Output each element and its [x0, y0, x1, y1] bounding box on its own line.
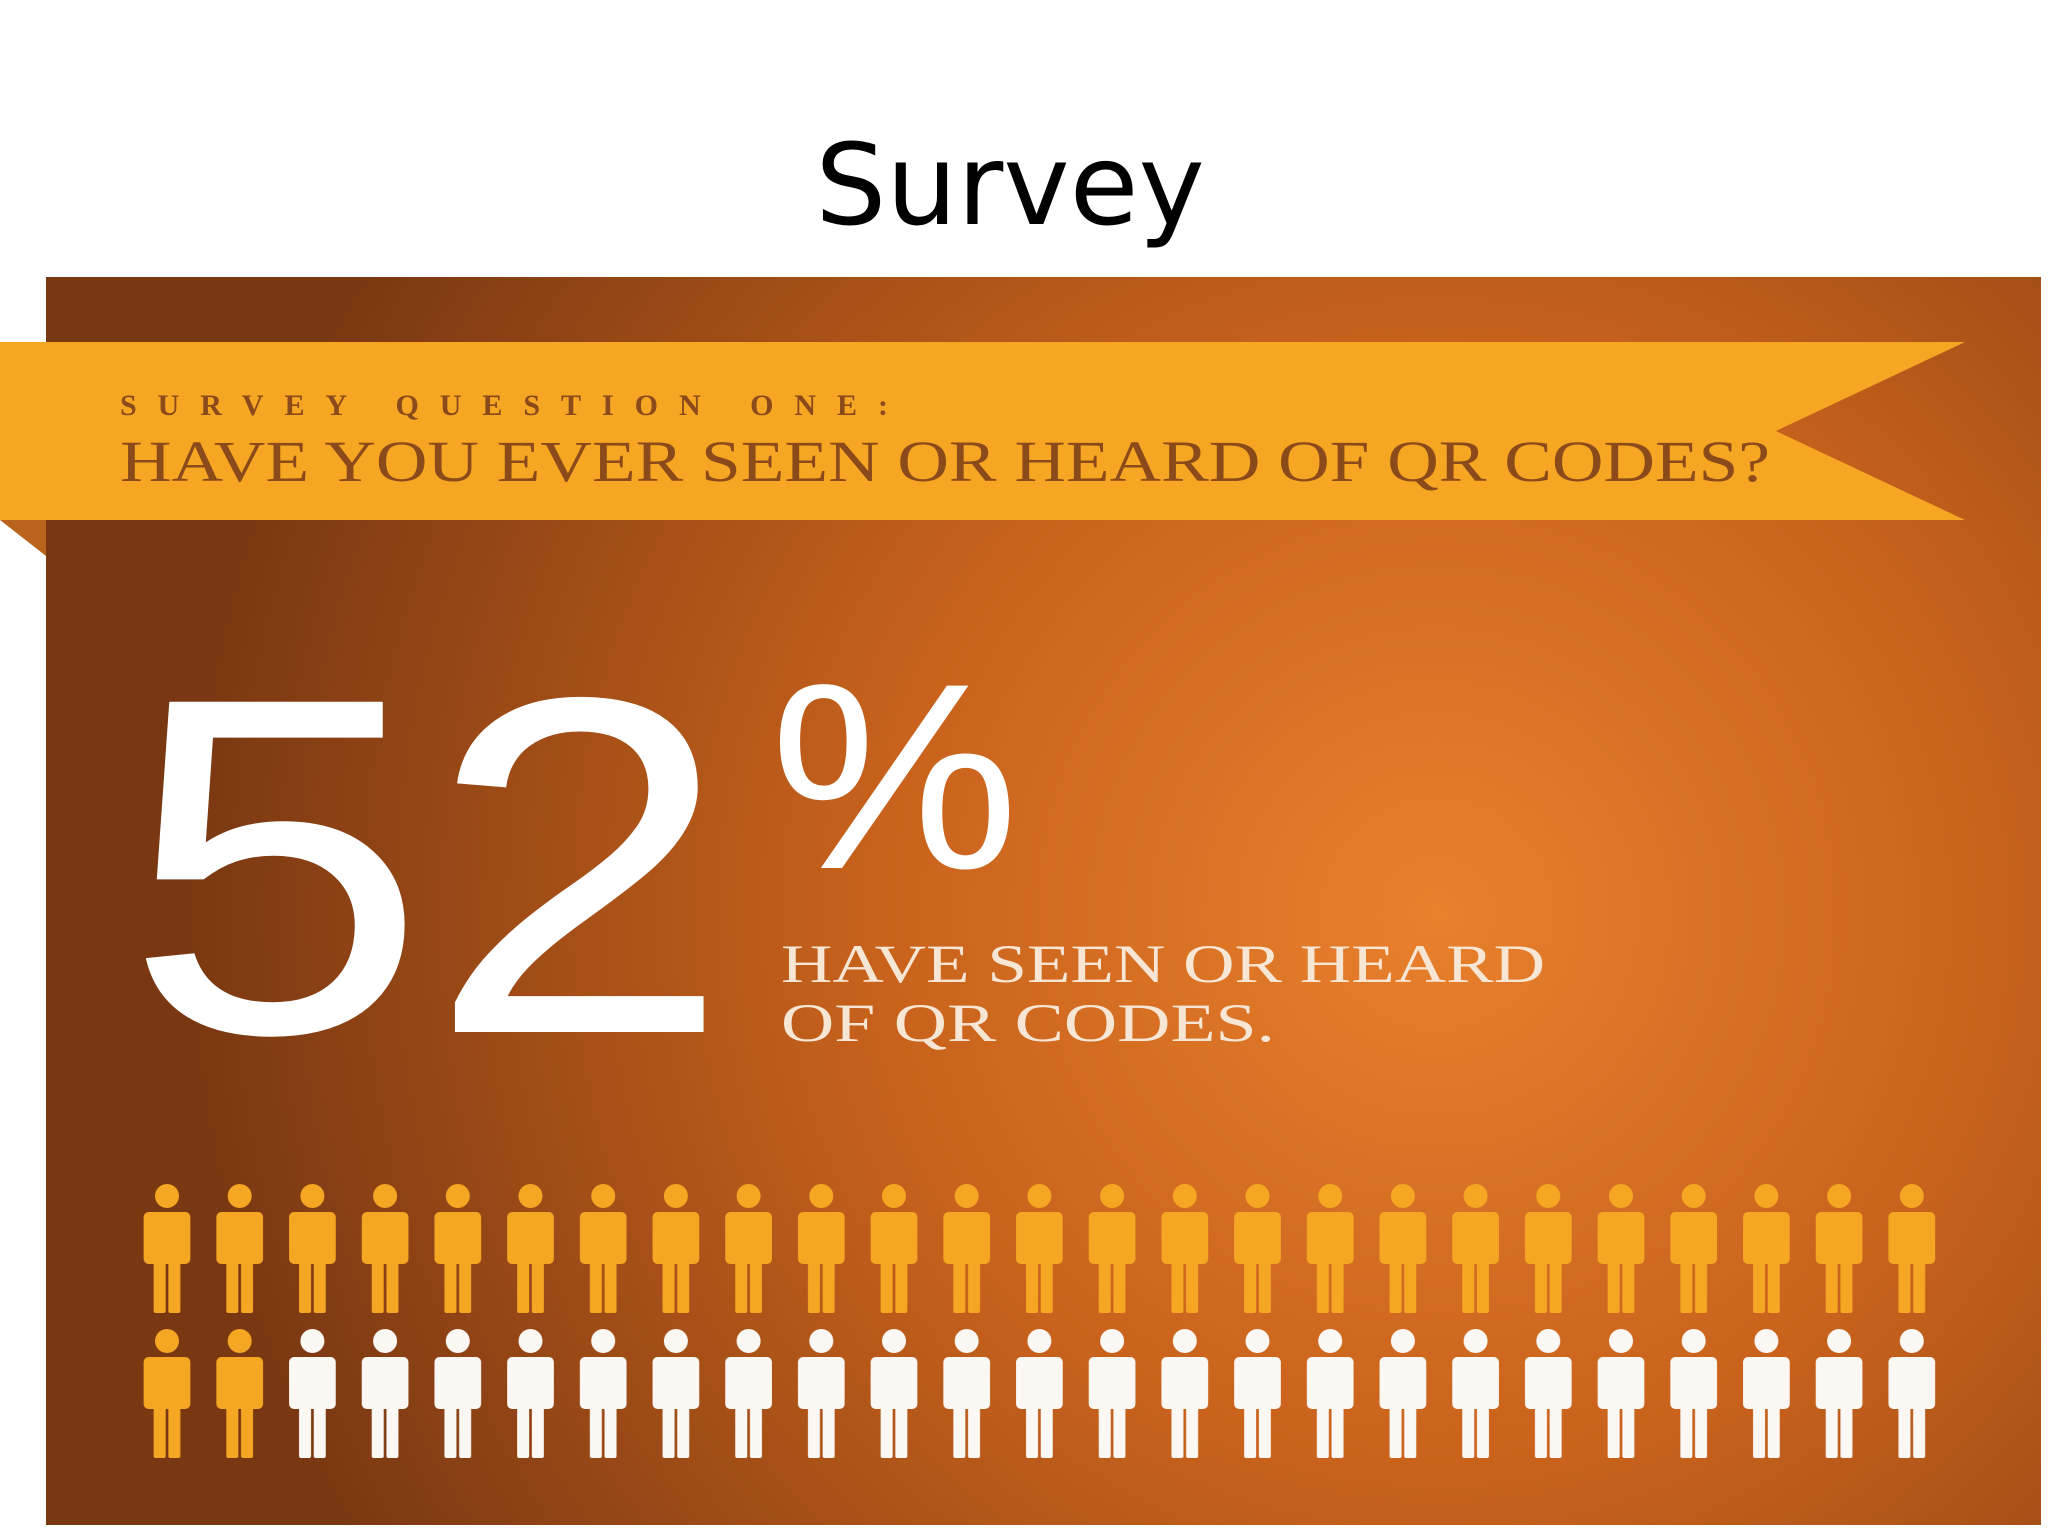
people-row: [130, 1327, 1949, 1458]
slide-title: Survey: [815, 121, 1205, 251]
people-icons: [276, 1327, 1949, 1458]
banner: [0, 342, 1965, 520]
banner-fold: [0, 520, 46, 556]
statistic-caption: HAVE SEEN OR HEARD: [781, 934, 1545, 994]
statistic-symbol: %: [770, 629, 1019, 925]
people-icons: [130, 1327, 277, 1458]
statistic-value: 52: [124, 597, 731, 1134]
statistic-caption: OF QR CODES.: [781, 993, 1275, 1053]
people-row: [130, 1182, 1949, 1313]
banner-question: HAVE YOU EVER SEEN OR HEARD OF QR CODES?: [120, 429, 1770, 494]
people-icons: [130, 1182, 1949, 1313]
